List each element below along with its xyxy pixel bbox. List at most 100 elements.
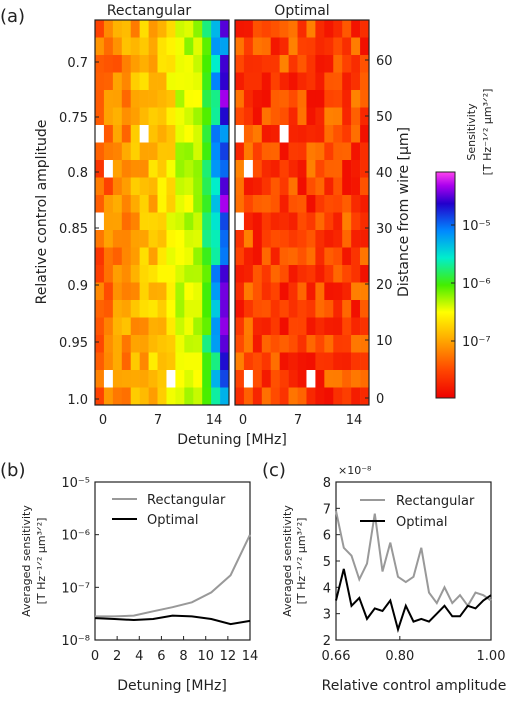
heatmap-cell — [211, 195, 221, 213]
heatmap-cell — [211, 300, 221, 318]
heatmap-cell — [220, 195, 230, 213]
heatmap-cell — [288, 37, 298, 56]
heatmap-cell — [306, 230, 316, 248]
heatmap-xlabel: Detuning [MHz] — [177, 432, 287, 448]
heatmap-cell — [184, 177, 194, 196]
heatmap-cell — [315, 300, 325, 318]
heatmap-ticks: 0.7 0.75 0.8 0.85 0.9 0.95 1.0 0 10 20 30 40 50 60 0 0 7… — [59, 54, 393, 428]
heatmap-cell — [360, 20, 370, 38]
heatmap-cell — [351, 247, 361, 266]
heatmap-cell — [351, 352, 361, 371]
heatmap-cell — [139, 247, 149, 266]
heatmap-cell — [235, 387, 245, 406]
heatmap-cell — [139, 352, 149, 371]
heatmap-cell — [193, 177, 203, 196]
heatmap-cell — [235, 265, 245, 283]
heatmap-xtick-label-optimal: 14 — [346, 413, 363, 428]
heatmap-cell — [297, 37, 307, 56]
heatmap-cell — [202, 125, 212, 143]
heatmap-cell — [252, 300, 263, 318]
heatmap-cell — [103, 72, 114, 91]
heatmap-cell — [333, 195, 343, 213]
heatmap-cell — [243, 282, 254, 301]
heatmap-cell — [103, 370, 114, 388]
heatmap-cell — [252, 195, 263, 213]
heatmap-cell — [270, 352, 280, 371]
heatmap-cell — [211, 20, 221, 38]
heatmap-cell — [139, 107, 149, 126]
heatmap-cell — [243, 142, 254, 161]
heatmap-cell — [184, 370, 194, 388]
panel-b: 0 2 4 6 8 10 12 14 10⁻⁸ 10⁻⁷ 10⁻⁶ 10⁻⁵ Averaged sen… — [20, 476, 258, 694]
heatmap-cell — [306, 37, 316, 56]
heatmap-cell — [306, 90, 316, 108]
panel-c-ticks: 0.66 0.80 1.00 2 3 4 5 6 7 8 — [322, 476, 506, 664]
heatmap-cell — [243, 212, 254, 231]
heatmap-cell — [112, 247, 123, 266]
heatmap-cell — [220, 317, 230, 336]
heatmap-cell — [121, 55, 132, 73]
panel-c-ylabel-line2: [T Hz⁻¹ᐟ² μm³ᐟ²] — [295, 518, 308, 605]
heatmap-cell — [333, 352, 343, 371]
heatmap-cell — [103, 177, 114, 196]
heatmap-cell — [112, 72, 123, 91]
heatmap-cell — [342, 317, 352, 336]
heatmap-cell — [288, 107, 298, 126]
panel-c-ytick-label: 2 — [323, 634, 331, 649]
heatmap-cell — [270, 177, 280, 196]
heatmap-cell — [342, 282, 352, 301]
panel-c-multiplier: ×10⁻⁸ — [338, 464, 372, 477]
heatmap-cell — [252, 72, 263, 91]
heatmap-cell — [166, 370, 176, 388]
heatmap-cell — [279, 282, 289, 301]
heatmap-cell — [261, 317, 272, 336]
heatmap-cell — [121, 230, 132, 248]
heatmap-cell — [211, 90, 221, 108]
heatmap-cell — [333, 142, 343, 161]
heatmap-cell — [121, 282, 132, 301]
heatmap-cell — [121, 317, 132, 336]
heatmap-cell — [279, 37, 289, 56]
heatmap-optimal — [235, 20, 370, 406]
heatmap-cell — [243, 317, 254, 336]
heatmap-cell — [95, 247, 105, 266]
heatmap-cell — [297, 72, 307, 91]
heatmap-cell — [360, 300, 370, 318]
heatmap-cell — [211, 247, 221, 266]
heatmap-cell — [279, 370, 289, 388]
heatmap-cell — [333, 125, 343, 143]
heatmap-cell — [95, 230, 105, 248]
heatmap-cell — [351, 265, 361, 283]
panel-b-xtick-label: 10 — [197, 649, 214, 664]
heatmap-cell — [175, 107, 185, 126]
heatmap-cell — [166, 160, 176, 178]
heatmap-cell — [297, 90, 307, 108]
heatmap-cell — [342, 300, 352, 318]
heatmap-cell — [148, 90, 158, 108]
panel-b-xtick-label: 2 — [113, 649, 121, 664]
heatmap-cell — [315, 125, 325, 143]
heatmap-cell — [139, 195, 149, 213]
heatmap-cell — [252, 335, 263, 353]
panel-c-legend-rectangular: Rectangular — [396, 494, 475, 509]
heatmap-cell — [324, 55, 334, 73]
panel-b-xtick-label: 12 — [220, 649, 237, 664]
heatmap-cell — [157, 300, 167, 318]
heatmap-xtick-label-rectangular: 14 — [206, 413, 223, 428]
heatmap-cell — [306, 125, 316, 143]
heatmap-cell — [139, 55, 149, 73]
heatmap-cell — [333, 90, 343, 108]
heatmap-cell — [202, 160, 212, 178]
heatmap-cell — [112, 317, 123, 336]
heatmap-cell — [157, 177, 167, 196]
heatmap-cell — [324, 370, 334, 388]
heatmap-cell — [148, 195, 158, 213]
heatmap-cell — [315, 90, 325, 108]
heatmap-panel: Rectangular Optimal 0.7 0.75 0.8 0.85 0.9 0.9… — [34, 3, 494, 448]
heatmap-ytick-right-label: 60 — [376, 54, 393, 69]
heatmap-cell — [95, 90, 105, 108]
heatmap-cell — [193, 142, 203, 161]
heatmap-cell — [166, 20, 176, 38]
panel-b-ylabel-line2: [T Hz⁻¹ᐟ² μm³ᐟ²] — [35, 518, 48, 605]
heatmap-cell — [220, 72, 230, 91]
